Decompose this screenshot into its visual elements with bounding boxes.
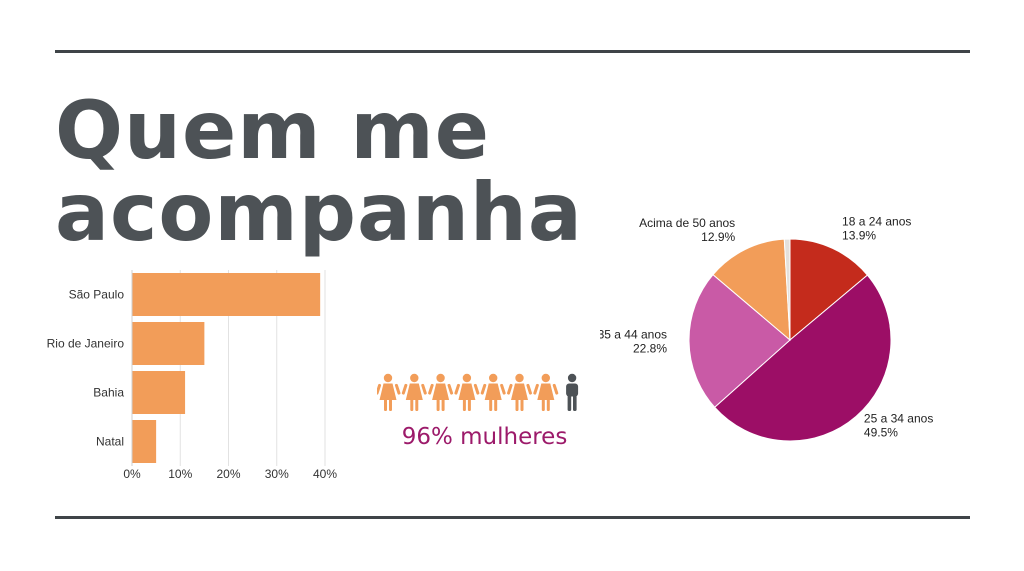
woman-icon xyxy=(454,373,480,411)
category-label: Rio de Janeiro xyxy=(47,337,125,351)
pie-slice xyxy=(713,274,892,442)
woman-icon xyxy=(377,373,401,411)
x-tick-label: 20% xyxy=(216,467,240,481)
pie-slice-label: Acima de 50 anos xyxy=(639,216,735,230)
women-percentage-caption: 96% mulheres xyxy=(401,424,568,450)
pie-slice-value: 12.9% xyxy=(701,230,735,244)
city-bar-chart: 0% 10% 20% 30% 40% São Paulo Rio de Janeiro Bah… xyxy=(47,270,337,481)
bar xyxy=(132,420,157,463)
title-line-2: acompanha xyxy=(55,166,583,259)
bottom-divider xyxy=(55,516,970,519)
pie-slice-value: 22.8% xyxy=(633,342,667,356)
woman-icon xyxy=(480,373,506,411)
top-divider xyxy=(55,50,970,53)
pie-slice-label: 25 a 34 anos xyxy=(864,411,933,425)
pie-slice-label: 35 a 44 anos xyxy=(600,328,667,342)
pie-slice xyxy=(712,238,791,342)
bar xyxy=(132,371,186,414)
pie-slice-label: 18 a 24 anos xyxy=(842,215,911,229)
people-icon-row xyxy=(377,373,579,411)
category-label: Bahia xyxy=(93,386,124,400)
page-title: Quem me acompanha xyxy=(55,90,583,254)
x-tick-label: 40% xyxy=(313,467,337,481)
pie-slice xyxy=(783,238,791,341)
x-tick-label: 30% xyxy=(265,467,289,481)
bar xyxy=(132,322,205,365)
category-label: São Paulo xyxy=(69,288,125,302)
woman-icon xyxy=(533,373,559,411)
pie-slice xyxy=(789,238,869,342)
woman-icon xyxy=(401,373,427,411)
x-tick-label: 10% xyxy=(168,467,192,481)
woman-icon xyxy=(428,373,454,411)
bar xyxy=(132,273,321,316)
pie-slice-value: 13.9% xyxy=(842,229,876,243)
man-icon xyxy=(566,373,579,411)
title-line-1: Quem me xyxy=(55,84,491,177)
pie-slice-value: 49.5% xyxy=(864,425,898,439)
woman-icon xyxy=(507,373,532,411)
pie-slice xyxy=(688,273,791,408)
category-label: Natal xyxy=(96,435,124,449)
x-tick-label: 0% xyxy=(123,467,141,481)
